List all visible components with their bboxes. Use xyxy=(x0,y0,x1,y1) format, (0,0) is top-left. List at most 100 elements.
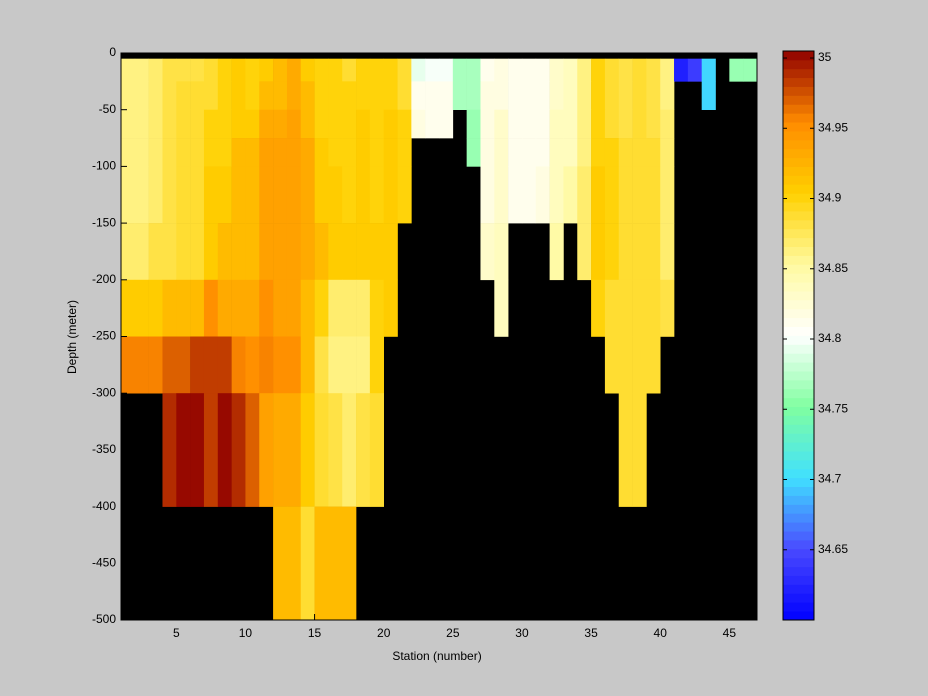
heatmap-cell xyxy=(604,109,620,139)
heatmap-cell xyxy=(549,109,564,139)
colorbar-swatch xyxy=(783,184,814,194)
heatmap-cell xyxy=(176,81,191,110)
heatmap-cell xyxy=(203,223,219,281)
heatmap-cell xyxy=(273,81,288,110)
colorbar-tick-label: 34.9 xyxy=(818,191,842,205)
colorbar-swatch xyxy=(783,593,814,603)
heatmap-cell xyxy=(259,109,274,139)
heatmap-cell xyxy=(203,109,219,139)
heatmap-cell xyxy=(162,81,177,110)
heatmap-cell xyxy=(231,279,246,337)
heatmap-cell xyxy=(356,223,371,281)
heatmap-cell xyxy=(632,336,647,394)
heatmap-cell xyxy=(535,109,550,139)
heatmap-cell xyxy=(535,58,550,82)
heatmap-cell xyxy=(494,223,509,281)
heatmap-cell xyxy=(259,393,274,507)
colorbar-swatch xyxy=(783,566,814,576)
heatmap-cell xyxy=(577,166,592,224)
heatmap-cell xyxy=(328,166,343,224)
colorbar-swatch xyxy=(783,415,814,425)
heatmap-cell xyxy=(494,109,509,139)
colorbar-swatch xyxy=(783,486,814,496)
heatmap-cell xyxy=(162,138,177,167)
heatmap-cell xyxy=(328,279,343,337)
colorbar-swatch xyxy=(783,255,814,265)
heatmap-cell xyxy=(646,336,661,394)
heatmap-cell xyxy=(646,109,661,139)
colorbar-swatch xyxy=(783,584,814,594)
heatmap-cell xyxy=(259,81,274,110)
colorbar-swatch xyxy=(783,602,814,612)
heatmap-cell xyxy=(535,81,550,110)
heatmap-cell xyxy=(134,166,149,224)
y-tick-label: -450 xyxy=(92,555,116,569)
colorbar-swatch xyxy=(783,557,814,568)
heatmap-cell xyxy=(618,109,633,139)
heatmap-cell xyxy=(549,166,564,224)
heatmap-cell xyxy=(411,109,426,139)
heatmap-cell xyxy=(591,81,606,110)
heatmap-cell xyxy=(134,58,149,82)
heatmap-cell xyxy=(328,393,343,507)
colorbar-swatch xyxy=(783,371,814,381)
heatmap-cell xyxy=(591,109,606,139)
heatmap-cell xyxy=(591,58,606,82)
heatmap-cell xyxy=(660,138,675,167)
heatmap-cell xyxy=(508,81,523,110)
colorbar-swatch xyxy=(783,379,814,390)
heatmap-cell xyxy=(259,279,274,337)
heatmap-cell xyxy=(148,138,163,167)
heatmap-cell xyxy=(245,393,260,507)
heatmap-cell xyxy=(273,138,288,167)
heatmap-cell xyxy=(273,506,288,621)
x-tick-label: 30 xyxy=(515,626,529,640)
heatmap-cell xyxy=(549,58,564,82)
heatmap-cell xyxy=(356,336,371,394)
colorbar-swatch xyxy=(783,219,814,230)
heatmap-cell xyxy=(618,223,633,281)
heatmap-cell xyxy=(646,58,661,82)
colorbar-swatch xyxy=(783,175,814,185)
heatmap-cell xyxy=(286,223,302,281)
heatmap-cell xyxy=(176,58,191,82)
heatmap-cell xyxy=(190,109,205,139)
heatmap-cell xyxy=(563,58,578,82)
colorbar-swatch xyxy=(783,495,814,505)
heatmap-cell xyxy=(286,109,302,139)
heatmap-cell xyxy=(328,223,343,281)
colorbar-swatch xyxy=(783,299,814,310)
heatmap-cell xyxy=(273,393,288,507)
heatmap-cell xyxy=(549,223,564,281)
heatmap-cell xyxy=(217,109,232,139)
heatmap-cell xyxy=(121,138,136,167)
heatmap-cell xyxy=(646,138,661,167)
heatmap-cell xyxy=(328,336,343,394)
heatmap-cell xyxy=(632,223,647,281)
heatmap-cell xyxy=(494,166,509,224)
colorbar-swatch xyxy=(783,291,814,301)
colorbar-swatch xyxy=(783,397,814,408)
heatmap-cell xyxy=(646,279,661,337)
heatmap-cell xyxy=(148,336,163,394)
heatmap-cell xyxy=(328,81,343,110)
heatmap-cell xyxy=(314,336,329,394)
heatmap-cell xyxy=(190,393,205,507)
heatmap-cell xyxy=(604,223,620,281)
heatmap-cell xyxy=(203,166,219,224)
heatmap-cell xyxy=(121,81,136,110)
colorbar-swatch xyxy=(783,344,814,354)
heatmap-cell xyxy=(300,223,315,281)
heatmap-cell xyxy=(604,336,620,394)
colorbar-tick-label: 34.95 xyxy=(818,120,848,134)
heatmap-cell xyxy=(356,58,371,82)
heatmap-cell xyxy=(231,336,246,394)
heatmap-cell xyxy=(162,166,177,224)
colorbar-swatch xyxy=(783,522,814,532)
heatmap-cell xyxy=(176,393,191,507)
heatmap-cell xyxy=(245,138,260,167)
colorbar-swatch xyxy=(783,451,814,461)
heatmap-cell xyxy=(660,109,675,139)
